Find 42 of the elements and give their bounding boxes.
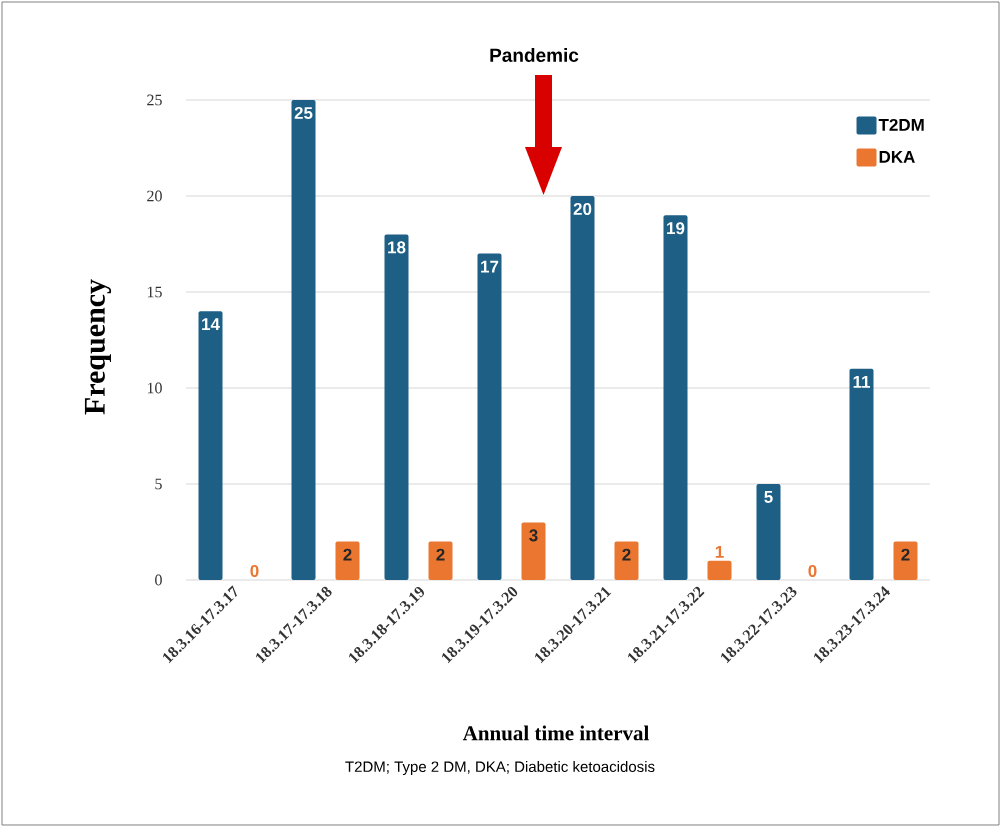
data-label: 5: [764, 491, 773, 503]
bar: [428, 541, 453, 580]
y-tick-label: 20: [147, 190, 162, 202]
data-label: 2: [436, 548, 445, 561]
annotation: 0: [250, 564, 259, 578]
y-axis-title: Frequency: [84, 279, 112, 415]
y-tick-label: 10: [147, 382, 162, 394]
y-tick-label: 0: [155, 574, 162, 586]
data-label: 14: [202, 318, 220, 331]
data-label: 20: [573, 202, 592, 216]
data-label: 2: [343, 548, 352, 561]
bar: [198, 311, 223, 580]
bar: [756, 483, 781, 580]
y-tick-label: 15: [147, 286, 162, 298]
bar: [663, 215, 688, 580]
bar: [477, 253, 502, 580]
data-label: 1: [715, 545, 724, 558]
bar: [521, 522, 546, 580]
data-label: 2: [622, 548, 631, 561]
bar: [291, 99, 316, 580]
x-axis-title: Annual time interval: [462, 725, 649, 741]
bar: [707, 560, 732, 580]
legend-label: DKA: [879, 150, 915, 163]
bar: [570, 195, 595, 580]
bar: [614, 541, 639, 580]
annotation: 0: [808, 564, 817, 578]
data-label: 25: [294, 106, 313, 120]
data-label: 18: [388, 241, 406, 254]
y-tick-label: 25: [147, 94, 162, 106]
bar: [893, 541, 918, 580]
data-label: 17: [481, 260, 499, 273]
bar: [335, 541, 360, 580]
bar: [849, 368, 874, 580]
data-label: 3: [529, 529, 538, 542]
bar: [384, 234, 409, 580]
data-label: 2: [901, 548, 910, 561]
data-label: 11: [853, 375, 871, 388]
y-tick-label: 5: [155, 478, 162, 490]
legend-label: T2DM: [878, 118, 924, 131]
data-label: 19: [667, 222, 685, 235]
text: Pandemic: [490, 48, 579, 62]
text: T2DM; Type 2 DM, DKA; Diabetic ketoacidosis: [345, 760, 655, 775]
